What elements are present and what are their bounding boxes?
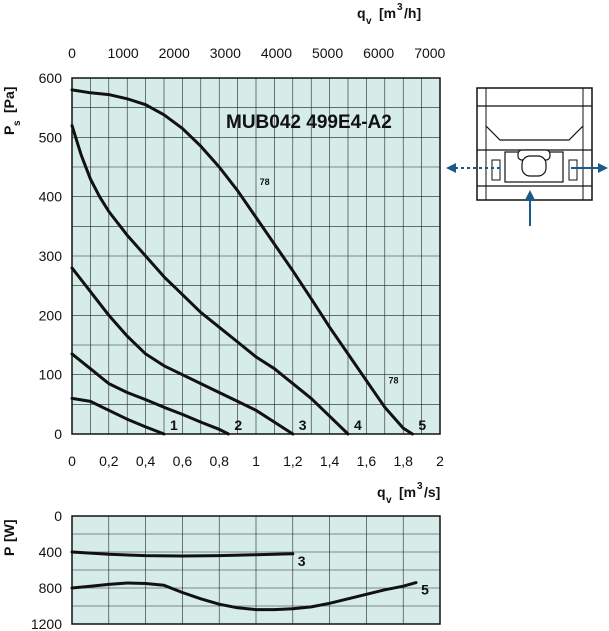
x-tick-label: 2 (436, 453, 444, 469)
power-y-tick-labels: 0 400 800 1200 (31, 508, 62, 631)
power-curve-label-3: 3 (298, 553, 306, 569)
top-x-tick-label: 1000 (108, 45, 139, 61)
power-curve-5 (70, 581, 418, 612)
y-label-unit: [Pa] (1, 87, 17, 113)
x-axis-label: q v [m 3 /s] (377, 481, 440, 506)
x-label-unit-post: /s] (424, 484, 440, 500)
power-y-label-p: P (1, 547, 17, 556)
x-tick-label: 0,6 (173, 453, 193, 469)
power-grid (72, 516, 440, 624)
x-label-q: q (377, 484, 386, 500)
x-tick-label: 0,8 (209, 453, 229, 469)
curve-label-5: 5 (418, 417, 426, 433)
top-x-tick-label: 6000 (363, 45, 394, 61)
y-label-p: P (1, 126, 17, 135)
chart-title: MUB042 499E4-A2 (226, 112, 392, 133)
x-label-unit-pre: [m (399, 484, 416, 500)
curve-5 (70, 88, 414, 436)
power-y-axis-label: P [W] (1, 519, 17, 556)
curve-3 (70, 266, 295, 436)
fan-housing-airflow-icon (446, 87, 608, 226)
y-tick-label: 500 (39, 129, 63, 145)
power-plot-border (71, 515, 441, 625)
x-tick-label: 1,8 (393, 453, 413, 469)
top-x-label-sub: v (366, 16, 372, 27)
power-y-tick-label: 800 (39, 580, 63, 596)
main-curve-labels: 1 2 3 4 5 (170, 417, 426, 433)
power-curve-labels: 35 (298, 553, 429, 598)
y-tick-label: 100 (39, 367, 63, 383)
top-x-label-unit-sup: 3 (397, 2, 403, 13)
y-axis-label: P s [Pa] (1, 87, 23, 135)
y-tick-label: 0 (54, 426, 62, 442)
x-tick-label: 0,4 (136, 453, 156, 469)
airflow-arrows (446, 163, 608, 226)
inflow-arrowhead-icon (525, 190, 535, 200)
curve-label-3: 3 (299, 417, 307, 433)
curve-4 (70, 124, 350, 436)
power-curve-3 (70, 550, 295, 558)
top-x-tick-label: 3000 (210, 45, 241, 61)
main-curves (70, 88, 414, 436)
curve-annotation: 78 (260, 177, 270, 187)
top-x-label-unit-pre: [m (379, 5, 396, 21)
main-grid (72, 78, 440, 434)
top-x-axis-label: q v [m 3 /h] (357, 2, 421, 27)
power-curves (70, 550, 418, 612)
main-y-tick-labels: 0 100 200 300 400 500 600 (39, 70, 63, 442)
top-x-tick-label: 7000 (414, 45, 445, 61)
y-tick-label: 400 (39, 189, 63, 205)
x-label-unit-sup: 3 (417, 481, 423, 492)
curve-annotation: 78 (388, 376, 398, 386)
curve-1 (70, 396, 166, 436)
x-tick-label: 0 (68, 453, 76, 469)
main-top-x-tick-labels: 0 1000 2000 3000 4000 5000 6000 7000 (68, 45, 445, 61)
top-x-label-unit-post: /h] (404, 5, 421, 21)
y-tick-label: 600 (39, 70, 63, 86)
power-y-tick-label: 0 (54, 508, 62, 524)
power-y-label-unit: [W] (1, 519, 17, 542)
x-tick-label: 0,2 (99, 453, 119, 469)
main-plot-border (71, 77, 441, 435)
x-tick-label: 1 (252, 453, 260, 469)
y-label-sub: s (12, 120, 23, 126)
curve-2 (70, 352, 230, 436)
main-x-tick-labels: 0 0,2 0,4 0,6 0,8 1 1,2 1,4 1,6 1,8 2 (68, 453, 444, 469)
curve-label-1: 1 (170, 417, 178, 433)
power-y-tick-label: 400 (39, 544, 63, 560)
top-x-tick-label: 4000 (261, 45, 292, 61)
outflow-left-arrowhead-icon (446, 163, 456, 173)
outflow-right-arrowhead-icon (598, 163, 608, 173)
power-y-tick-label: 1200 (31, 616, 62, 631)
x-label-sub: v (386, 495, 392, 506)
x-tick-label: 1,4 (320, 453, 340, 469)
x-tick-label: 1,6 (357, 453, 377, 469)
top-x-tick-label: 2000 (159, 45, 190, 61)
main-annotations: 78 78 (260, 177, 399, 386)
top-x-tick-label: 5000 (312, 45, 343, 61)
curve-label-2: 2 (234, 417, 242, 433)
y-tick-label: 300 (39, 248, 63, 264)
top-x-tick-label: 0 (68, 45, 76, 61)
curve-label-4: 4 (354, 417, 362, 433)
top-x-label-q: q (357, 5, 366, 21)
y-tick-label: 200 (39, 307, 63, 323)
x-tick-label: 1,2 (283, 453, 303, 469)
power-curve-label-5: 5 (421, 582, 429, 598)
